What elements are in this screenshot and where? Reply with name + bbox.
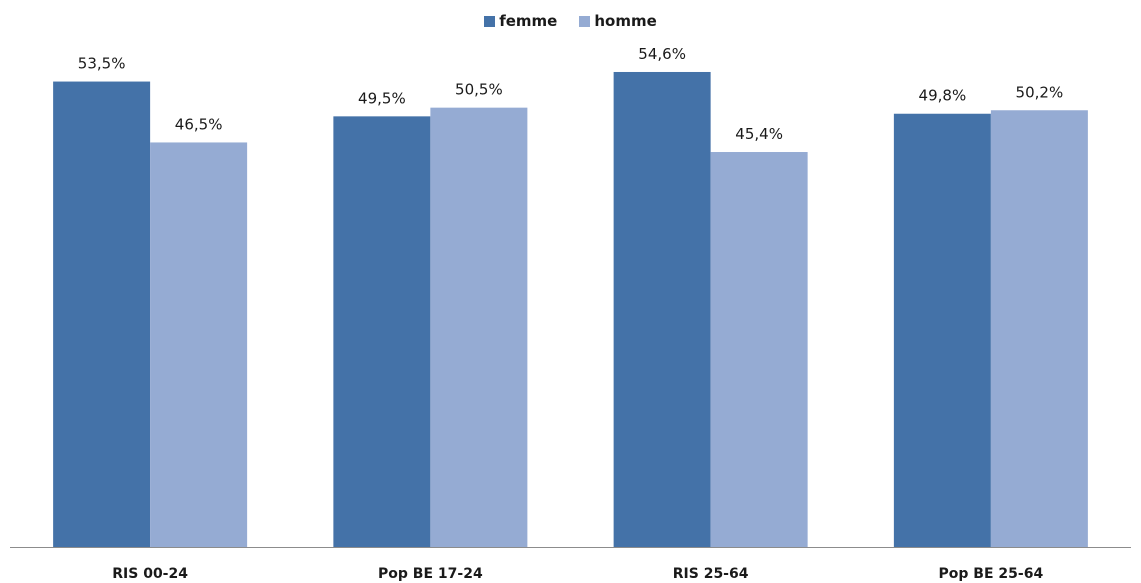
legend-item-femme: femme <box>484 12 557 30</box>
bar-homme-ris-25-64 <box>710 152 808 547</box>
data-label-femme-ris-00-24: 53,5% <box>78 55 126 73</box>
legend-swatch-femme <box>484 15 496 27</box>
bar-femme-pop-be-17-24 <box>333 116 431 547</box>
data-label-homme-ris-00-24: 46,5% <box>175 115 223 133</box>
legend-label-femme: femme <box>499 12 558 30</box>
data-label-homme-pop-be-17-24: 50,5% <box>455 81 503 99</box>
data-label-homme-pop-be-25-64: 50,2% <box>1016 83 1064 101</box>
bar-homme-ris-00-24 <box>150 142 248 547</box>
x-tick-label-ris-25-64: RIS 25-64 <box>673 566 749 582</box>
data-label-femme-ris-25-64: 54,6% <box>638 45 686 63</box>
data-label-femme-pop-be-17-24: 49,5% <box>358 89 406 107</box>
bar-femme-ris-00-24 <box>53 81 151 548</box>
legend-swatch-homme <box>579 15 591 27</box>
data-label-homme-ris-25-64: 45,4% <box>735 125 783 143</box>
bar-femme-pop-be-25-64 <box>893 113 991 548</box>
x-tick-label-pop-be-25-64: Pop BE 25-64 <box>939 566 1044 582</box>
bar-femme-ris-25-64 <box>613 71 711 547</box>
legend: femme homme <box>0 12 1141 30</box>
legend-item-homme: homme <box>579 12 657 30</box>
data-label-femme-pop-be-25-64: 49,8% <box>919 87 967 105</box>
x-tick-label-pop-be-17-24: Pop BE 17-24 <box>378 566 483 582</box>
legend-label-homme: homme <box>594 12 657 30</box>
bar-homme-pop-be-25-64 <box>990 110 1088 547</box>
bar-homme-pop-be-17-24 <box>430 107 528 548</box>
x-tick-label-ris-00-24: RIS 00-24 <box>112 566 188 582</box>
